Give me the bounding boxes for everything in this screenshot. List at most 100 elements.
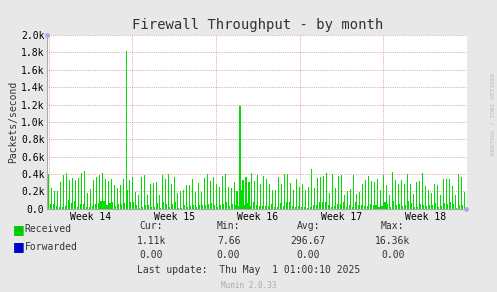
Bar (208, 204, 209, 209)
Bar (366, 206, 368, 209)
Bar (121, 204, 122, 209)
Bar (177, 194, 178, 209)
Bar (329, 193, 330, 209)
Bar (351, 207, 353, 209)
Bar (109, 203, 110, 209)
Bar (57, 191, 58, 209)
Bar (449, 179, 450, 209)
Bar (429, 205, 430, 209)
Bar (440, 195, 441, 209)
Bar (250, 206, 251, 209)
Bar (455, 195, 456, 209)
Bar (368, 176, 369, 209)
Bar (453, 204, 454, 209)
Bar (432, 205, 433, 209)
Bar (132, 177, 133, 209)
Bar (395, 180, 396, 209)
Bar (374, 182, 375, 209)
Bar (299, 187, 300, 209)
Text: Avg:: Avg: (296, 221, 320, 231)
Bar (385, 202, 386, 209)
Bar (102, 173, 103, 209)
Bar (296, 179, 297, 209)
Bar (423, 204, 424, 209)
Bar (435, 203, 436, 209)
Bar (96, 177, 97, 209)
Bar (441, 206, 442, 209)
Bar (459, 205, 460, 209)
Bar (181, 208, 182, 209)
Bar (184, 205, 185, 209)
Text: 0.00: 0.00 (140, 251, 164, 260)
Bar (229, 206, 230, 209)
Bar (275, 190, 276, 209)
Bar (406, 206, 407, 209)
Bar (388, 204, 389, 209)
Bar (190, 206, 191, 209)
Bar (341, 175, 342, 209)
Bar (120, 185, 121, 209)
Bar (118, 204, 119, 209)
Bar (162, 175, 163, 209)
Bar (314, 188, 315, 209)
Bar (398, 184, 399, 209)
Bar (187, 206, 188, 209)
Bar (262, 206, 263, 209)
Bar (164, 202, 165, 209)
Bar (407, 174, 408, 209)
Bar (123, 179, 124, 209)
Bar (183, 190, 184, 209)
Bar (458, 174, 459, 209)
Bar (93, 180, 94, 209)
Text: 7.66: 7.66 (217, 236, 241, 246)
Bar (326, 173, 327, 209)
Text: 0.00: 0.00 (381, 251, 405, 260)
Bar (350, 189, 351, 209)
Bar (60, 182, 61, 209)
Bar (145, 205, 147, 209)
Bar (94, 204, 95, 209)
Bar (317, 178, 318, 209)
Text: Forwarded: Forwarded (25, 242, 78, 252)
Bar (71, 203, 72, 209)
Bar (59, 207, 60, 209)
Bar (371, 180, 372, 209)
Bar (360, 205, 362, 209)
Bar (269, 184, 270, 209)
Bar (401, 180, 402, 209)
Bar (237, 191, 238, 209)
Bar (431, 194, 432, 209)
Bar (232, 204, 233, 209)
Bar (201, 192, 202, 209)
Bar (410, 184, 411, 209)
Bar (129, 180, 130, 209)
Bar (186, 185, 187, 209)
Bar (426, 206, 427, 209)
Bar (248, 182, 249, 209)
Text: RRDTOOL / TOBI OETIKER: RRDTOOL / TOBI OETIKER (491, 73, 496, 155)
Bar (404, 184, 405, 209)
Bar (416, 182, 417, 209)
Bar (422, 173, 423, 209)
Bar (88, 207, 89, 209)
Bar (195, 192, 196, 209)
Bar (308, 187, 309, 209)
Bar (63, 175, 64, 209)
Bar (268, 206, 269, 209)
Bar (157, 203, 159, 209)
Text: Min:: Min: (217, 221, 241, 231)
Bar (192, 179, 193, 209)
Bar (207, 174, 208, 209)
Bar (290, 183, 291, 209)
Bar (240, 106, 241, 209)
Bar (151, 207, 153, 209)
Bar (456, 208, 457, 209)
Bar (223, 204, 224, 209)
Text: 296.67: 296.67 (291, 236, 326, 246)
Bar (437, 185, 438, 209)
Bar (304, 207, 305, 209)
Bar (127, 190, 128, 209)
Bar (383, 175, 384, 209)
Bar (419, 181, 420, 209)
Bar (319, 202, 320, 209)
